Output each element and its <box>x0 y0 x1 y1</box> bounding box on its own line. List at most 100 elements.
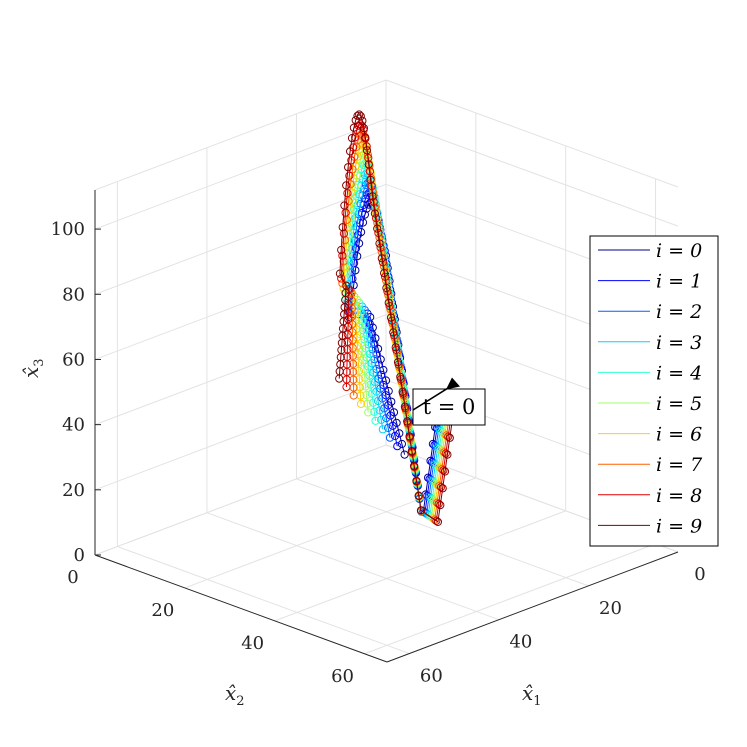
series-marker <box>385 433 395 442</box>
wall-grid-x1 <box>385 118 679 227</box>
box-edge <box>94 79 387 191</box>
z-tick-label: 100 <box>51 219 85 240</box>
series-marker <box>400 402 409 411</box>
series-marker <box>444 432 453 441</box>
series-marker <box>361 382 370 391</box>
series-marker <box>405 432 414 441</box>
series-marker <box>356 399 366 408</box>
floor-grid-x1 <box>296 478 589 587</box>
series-marker <box>364 408 373 417</box>
series-marker <box>380 269 389 278</box>
z-tick-label: 60 <box>62 349 85 370</box>
series-marker <box>355 383 364 392</box>
x1-tick-label: 60 <box>420 666 443 687</box>
series-marker <box>348 197 358 206</box>
series-marker <box>355 375 364 384</box>
legend: i = 0 i = 1 i = 2 i = 3 i = 4 i = 5 i = 6 i = 7… <box>589 235 719 547</box>
series-marker <box>407 447 416 456</box>
series-marker <box>438 484 447 493</box>
series-marker <box>378 425 387 434</box>
legend-entry: i = 4 <box>656 362 702 384</box>
legend-entry: i = 9 <box>656 515 702 537</box>
series-marker <box>370 209 379 218</box>
series-marker <box>343 189 352 198</box>
series-marker <box>396 372 405 381</box>
floor-grid-x2 <box>274 510 566 622</box>
series-marker <box>335 374 344 383</box>
series-marker <box>373 396 383 406</box>
series-marker <box>386 411 395 420</box>
series-marker <box>375 239 384 248</box>
series-marker <box>349 359 358 368</box>
series-marker <box>335 269 344 278</box>
series-9 <box>335 110 459 527</box>
annotation-arrowhead <box>446 377 460 390</box>
series-marker <box>342 382 351 392</box>
floor-grid-x1 <box>206 512 500 621</box>
series-marker <box>339 257 348 266</box>
x2-tick-label: 0 <box>67 567 78 588</box>
series-marker <box>400 450 409 459</box>
floor-grid-x1 <box>117 546 410 655</box>
series-marker <box>351 116 360 125</box>
series-marker <box>365 371 374 380</box>
series-marker <box>377 254 386 263</box>
x1-axis-line <box>386 551 679 663</box>
series-marker <box>412 476 421 485</box>
series-marker <box>398 387 407 396</box>
series-marker <box>348 343 357 353</box>
series-marker <box>384 423 393 432</box>
series-marker <box>362 146 372 155</box>
series-marker <box>348 336 357 345</box>
series-marker <box>380 404 389 413</box>
axes: 0 20 40 60 80 100 0 20 40 60 0 20 40 60 x̂3 x̂2 x̂1 <box>19 190 706 709</box>
series-marker <box>338 223 347 232</box>
series-marker <box>436 501 445 510</box>
series-marker <box>378 394 387 403</box>
wall-grid-x2 <box>94 118 387 230</box>
legend-entry: i = 1 <box>656 271 702 293</box>
series-marker <box>414 491 423 500</box>
z-tick-label: 0 <box>74 545 85 566</box>
series-marker <box>368 192 377 201</box>
legend-entry: i = 3 <box>656 332 702 354</box>
series-marker <box>432 516 441 525</box>
series-marker <box>358 218 368 227</box>
series-marker <box>364 160 373 169</box>
series-marker <box>375 406 384 415</box>
series-marker <box>372 387 381 396</box>
x2-tick-label: 20 <box>151 600 174 621</box>
series-marker <box>337 245 346 255</box>
series-marker <box>386 313 396 322</box>
legend-entry: i = 0 <box>656 240 702 262</box>
series-marker <box>393 358 403 367</box>
wall-grid-x2 <box>94 379 387 491</box>
legend-entry: i = 8 <box>656 485 702 507</box>
series-marker <box>348 165 357 174</box>
series-marker <box>382 414 391 423</box>
floor-grid-x2 <box>364 543 656 655</box>
series-marker <box>434 499 443 508</box>
series-marker <box>364 362 373 371</box>
series-marker <box>338 251 347 260</box>
series-marker <box>436 483 446 492</box>
series-marker <box>366 175 375 184</box>
annotation: t = 0 <box>412 377 486 426</box>
series-marker <box>345 171 354 180</box>
series-marker <box>376 355 385 364</box>
series-marker <box>350 205 359 214</box>
series-marker <box>439 466 448 475</box>
x1-tick-label: 20 <box>599 598 622 619</box>
series-marker <box>373 224 382 233</box>
x1-tick-label: 0 <box>694 564 705 585</box>
series-marker <box>366 380 375 389</box>
series-marker <box>347 188 356 197</box>
series-marker <box>382 283 391 293</box>
series-group <box>335 110 459 527</box>
series-marker <box>416 506 426 515</box>
legend-entry: i = 2 <box>656 301 702 323</box>
box-edge <box>385 79 679 188</box>
series-marker <box>349 391 358 400</box>
series-marker <box>410 461 419 470</box>
legend-entry: i = 6 <box>656 424 702 446</box>
